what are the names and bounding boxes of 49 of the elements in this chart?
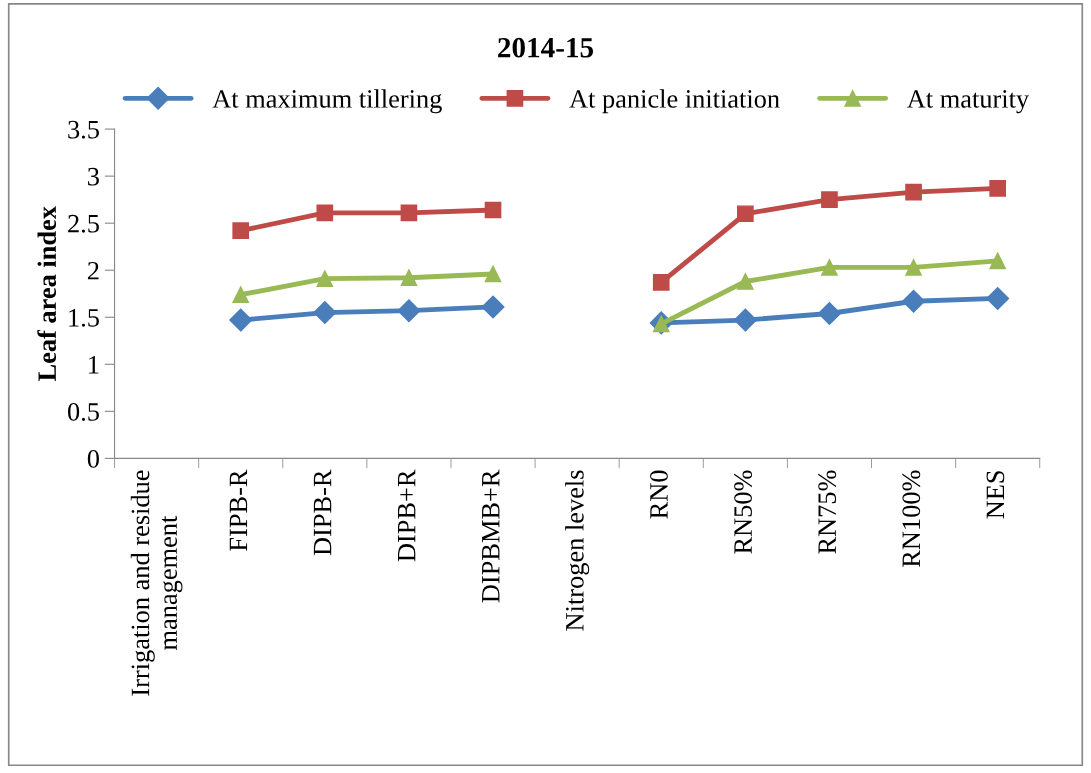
legend-label: At maximum tillering xyxy=(212,89,442,114)
point xyxy=(400,204,418,222)
x-tick-label: RN50% xyxy=(734,470,753,554)
y-tick-label: 2 xyxy=(87,261,99,280)
point xyxy=(397,299,421,323)
point xyxy=(652,274,670,291)
point xyxy=(989,180,1007,197)
point xyxy=(733,308,757,332)
x-tick-label: NES xyxy=(986,471,1005,519)
point xyxy=(232,222,250,240)
point xyxy=(905,183,922,201)
y-tick-label: 0 xyxy=(87,450,99,468)
y-tick-label: 2.5 xyxy=(68,214,99,233)
point xyxy=(905,259,922,276)
x-tick-label: DIPBMB+R xyxy=(482,469,500,603)
point xyxy=(821,259,838,276)
point xyxy=(232,286,250,304)
point xyxy=(316,270,334,288)
y-tick-label: 3.5 xyxy=(68,120,99,139)
y-tick-label: 1 xyxy=(89,356,99,374)
point xyxy=(313,301,337,325)
x-tick-label: Irrigation and residue management xyxy=(130,470,183,696)
y-axis-title: Leaf area index xyxy=(37,206,57,382)
point xyxy=(737,205,754,223)
point xyxy=(481,295,505,319)
point xyxy=(902,289,926,313)
point xyxy=(989,252,1007,270)
y-tick-label: 1.5 xyxy=(69,309,99,327)
x-tick-label: Nitrogen levels xyxy=(565,470,590,631)
x-tick-label: RN0 xyxy=(650,470,668,519)
point xyxy=(986,286,1010,310)
x-tick-label: RN75% xyxy=(818,470,837,554)
legend-label: At maturity xyxy=(907,90,1030,114)
chart-title: 2014-15 xyxy=(498,37,594,58)
legend-label: At panicle initiation xyxy=(569,89,780,114)
y-tick-label: 0.5 xyxy=(67,402,99,421)
point xyxy=(821,191,838,208)
x-tick-label: RN100% xyxy=(902,470,921,567)
x-tick-label: DIPB-R xyxy=(313,469,332,556)
point xyxy=(817,301,841,325)
point xyxy=(229,308,253,332)
y-tick-label: 3 xyxy=(88,167,99,186)
point xyxy=(316,204,334,222)
point xyxy=(400,269,418,287)
point xyxy=(737,273,754,290)
x-tick-label: DIPB+R xyxy=(397,469,416,562)
point xyxy=(484,201,502,219)
point xyxy=(484,265,502,283)
x-tick-label: FIPB-R xyxy=(229,469,248,551)
